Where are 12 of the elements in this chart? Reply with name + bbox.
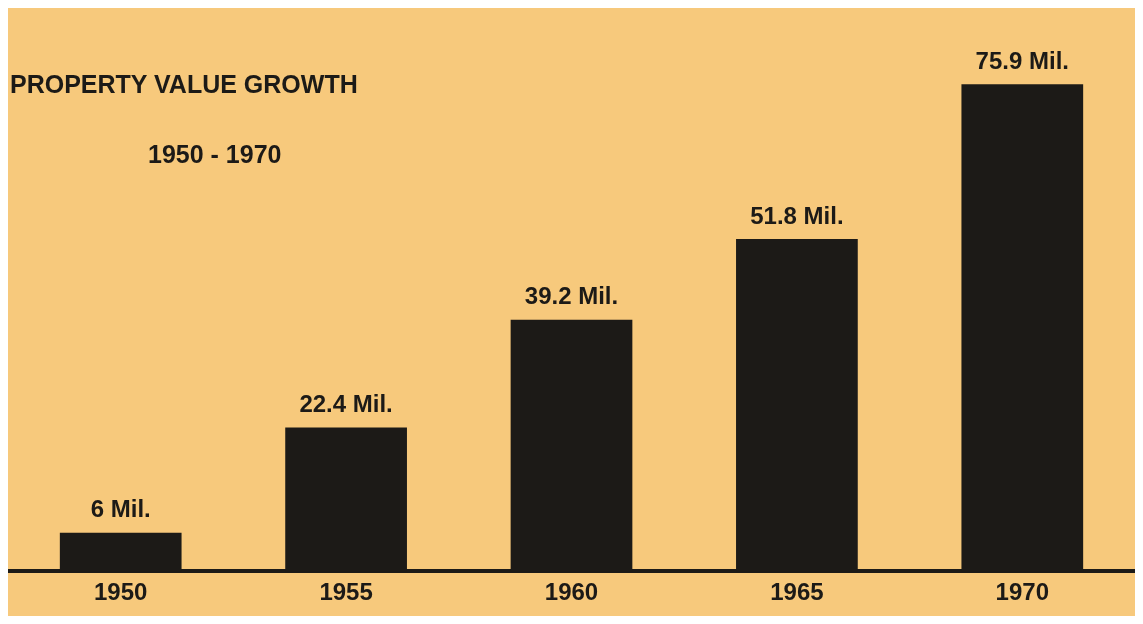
data-label: 39.2 Mil. [524, 282, 619, 310]
x-tick-label: 1965 [770, 578, 824, 606]
x-tick-label: 1970 [995, 578, 1049, 606]
x-tick-label: 1950 [94, 578, 148, 606]
data-label: 75.9 Mil. [975, 46, 1069, 74]
data-label: 22.4 Mil. [299, 390, 393, 418]
x-tick-label: 1955 [319, 578, 373, 606]
data-label: 6 Mil. [90, 495, 151, 523]
chart-title: PROPERTY VALUE GROWTH [10, 70, 358, 99]
x-tick-label: 1960 [544, 578, 599, 606]
data-label: 51.8 Mil. [750, 201, 844, 229]
text: 1950 - 1970 [148, 140, 282, 169]
